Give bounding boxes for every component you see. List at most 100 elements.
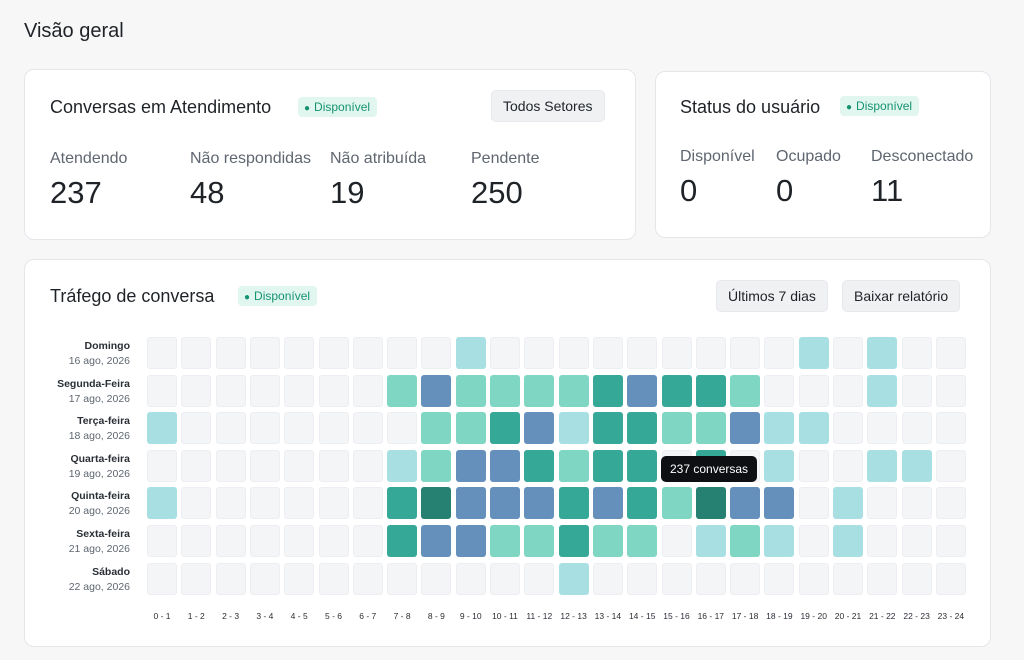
heatmap-cell[interactable] (833, 487, 863, 520)
heatmap-cell[interactable] (627, 487, 658, 520)
heatmap-cell[interactable] (455, 487, 486, 520)
heatmap-cell[interactable] (284, 562, 315, 595)
heatmap-cell[interactable] (318, 487, 349, 520)
heatmap-cell[interactable] (249, 337, 280, 369)
heatmap-cell[interactable] (730, 562, 761, 595)
heatmap-cell[interactable] (901, 525, 932, 557)
heatmap-cell[interactable] (901, 337, 932, 369)
heatmap-cell[interactable] (798, 449, 829, 482)
heatmap-cell[interactable] (421, 487, 452, 520)
heatmap-cell[interactable] (387, 525, 418, 557)
heatmap-cell[interactable] (318, 412, 349, 445)
heatmap-cell[interactable] (455, 449, 486, 482)
heatmap-cell[interactable] (490, 374, 520, 407)
heatmap-cell[interactable] (867, 525, 898, 557)
heatmap-cell[interactable] (627, 449, 658, 482)
heatmap-cell[interactable] (867, 562, 898, 595)
heatmap-cell[interactable] (558, 337, 589, 369)
heatmap-cell[interactable] (901, 487, 932, 520)
heatmap-cell[interactable] (833, 562, 863, 595)
heatmap-cell[interactable] (455, 337, 486, 369)
heatmap-cell[interactable] (490, 449, 520, 482)
heatmap-cell[interactable] (490, 412, 520, 445)
heatmap-cell[interactable] (181, 337, 212, 369)
heatmap-cell[interactable] (352, 525, 383, 557)
heatmap-cell[interactable] (215, 562, 246, 595)
heatmap-cell[interactable] (730, 374, 761, 407)
heatmap-cell[interactable] (901, 562, 932, 595)
heatmap-cell[interactable] (935, 374, 966, 407)
heatmap-cell[interactable] (730, 412, 761, 445)
heatmap-cell[interactable] (695, 374, 726, 407)
heatmap-cell[interactable] (935, 412, 966, 445)
heatmap-cell[interactable] (249, 562, 280, 595)
heatmap-cell[interactable] (147, 562, 177, 595)
heatmap-cell[interactable] (867, 337, 898, 369)
heatmap-cell[interactable] (318, 562, 349, 595)
heatmap-cell[interactable] (524, 562, 555, 595)
heatmap-cell[interactable] (387, 449, 418, 482)
heatmap-cell[interactable] (318, 374, 349, 407)
heatmap-cell[interactable] (592, 487, 623, 520)
heatmap-cell[interactable] (661, 374, 692, 407)
heatmap-cell[interactable] (215, 449, 246, 482)
heatmap-cell[interactable] (695, 487, 726, 520)
heatmap-cell[interactable] (490, 487, 520, 520)
heatmap-cell[interactable] (524, 374, 555, 407)
heatmap-cell[interactable] (147, 525, 177, 557)
heatmap-cell[interactable] (833, 374, 863, 407)
heatmap-cell[interactable] (524, 525, 555, 557)
heatmap-cell[interactable] (249, 449, 280, 482)
heatmap-cell[interactable] (181, 374, 212, 407)
heatmap-cell[interactable] (558, 374, 589, 407)
heatmap-cell[interactable] (352, 449, 383, 482)
heatmap-cell[interactable] (455, 374, 486, 407)
heatmap-cell[interactable] (935, 449, 966, 482)
heatmap-cell[interactable] (249, 487, 280, 520)
ultimos-7-dias-button[interactable]: Últimos 7 dias (716, 280, 828, 312)
heatmap-cell[interactable] (661, 525, 692, 557)
heatmap-cell[interactable] (798, 374, 829, 407)
heatmap-cell[interactable] (627, 374, 658, 407)
heatmap-cell[interactable] (284, 449, 315, 482)
heatmap-cell[interactable] (764, 525, 795, 557)
heatmap-cell[interactable] (215, 337, 246, 369)
heatmap-cell[interactable] (387, 374, 418, 407)
heatmap-cell[interactable] (421, 449, 452, 482)
heatmap-cell[interactable] (833, 449, 863, 482)
heatmap-cell[interactable] (764, 562, 795, 595)
heatmap-cell[interactable] (627, 525, 658, 557)
heatmap-cell[interactable] (387, 412, 418, 445)
heatmap-cell[interactable] (490, 337, 520, 369)
heatmap-cell[interactable] (764, 487, 795, 520)
heatmap-cell[interactable] (695, 562, 726, 595)
heatmap-cell[interactable] (215, 487, 246, 520)
heatmap-cell[interactable] (592, 525, 623, 557)
heatmap-cell[interactable] (249, 525, 280, 557)
heatmap-cell[interactable] (935, 562, 966, 595)
heatmap-cell[interactable] (901, 449, 932, 482)
heatmap-cell[interactable] (867, 487, 898, 520)
heatmap-cell[interactable] (592, 449, 623, 482)
heatmap-cell[interactable] (558, 562, 589, 595)
heatmap-cell[interactable] (455, 562, 486, 595)
heatmap-cell[interactable] (147, 487, 177, 520)
heatmap-cell[interactable] (558, 525, 589, 557)
heatmap-cell[interactable] (935, 487, 966, 520)
heatmap-cell[interactable] (249, 374, 280, 407)
heatmap-cell[interactable] (867, 412, 898, 445)
heatmap-cell[interactable] (215, 374, 246, 407)
heatmap-cell[interactable] (181, 525, 212, 557)
heatmap-cell[interactable] (455, 525, 486, 557)
heatmap-cell[interactable] (387, 487, 418, 520)
heatmap-cell[interactable] (867, 374, 898, 407)
heatmap-cell[interactable] (935, 337, 966, 369)
heatmap-cell[interactable] (798, 525, 829, 557)
heatmap-cell[interactable] (387, 337, 418, 369)
heatmap-cell[interactable] (558, 412, 589, 445)
heatmap-cell[interactable] (901, 412, 932, 445)
heatmap-cell[interactable] (490, 562, 520, 595)
heatmap-cell[interactable] (181, 562, 212, 595)
heatmap-cell[interactable] (284, 374, 315, 407)
heatmap-cell[interactable] (592, 412, 623, 445)
